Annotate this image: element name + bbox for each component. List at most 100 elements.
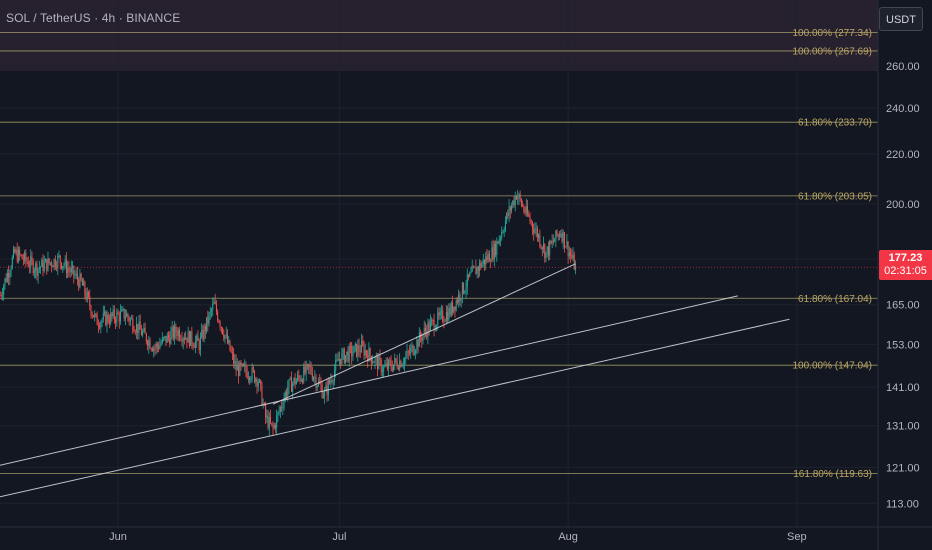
- candle-body: [26, 260, 28, 263]
- candle-body: [343, 349, 345, 363]
- candle-body: [76, 273, 78, 280]
- candle-body: [373, 362, 375, 364]
- candle-body: [486, 256, 488, 261]
- candle-body: [19, 249, 21, 255]
- currency-selector[interactable]: USDT: [879, 7, 923, 31]
- candle-body: [21, 254, 23, 259]
- candle-body: [24, 252, 26, 261]
- candle-body: [499, 237, 501, 240]
- candle-body: [327, 380, 329, 395]
- candle-body: [379, 356, 381, 360]
- candle-body: [397, 367, 399, 370]
- candle-body: [115, 319, 117, 323]
- candle-body: [126, 313, 128, 317]
- candle-body: [135, 323, 137, 332]
- candle-body: [443, 321, 445, 323]
- candle-body: [555, 230, 557, 241]
- candle-body: [51, 262, 53, 267]
- candle-body: [242, 363, 244, 366]
- price-axis-tick-label: 153.00: [886, 339, 920, 351]
- candle-body: [169, 337, 171, 345]
- candle-body: [365, 350, 367, 355]
- candle-body: [506, 213, 508, 222]
- candle-body: [193, 346, 195, 348]
- candle-body: [544, 244, 546, 258]
- candle-body: [167, 334, 169, 338]
- last-price-value: 177.23: [888, 252, 923, 264]
- candle-body: [552, 240, 554, 243]
- candle-body: [357, 345, 359, 357]
- candle-body: [417, 340, 419, 347]
- candle-body: [83, 281, 85, 286]
- candle-body: [46, 259, 48, 271]
- candle-body: [453, 306, 455, 313]
- candle-body: [212, 303, 214, 311]
- candle-body: [501, 232, 503, 238]
- candle-body: [559, 234, 561, 237]
- candle-body: [380, 359, 382, 373]
- candle-body: [96, 314, 98, 325]
- candle-body: [304, 366, 306, 374]
- candle-body: [534, 230, 536, 234]
- candle-body: [313, 377, 315, 380]
- candle-body: [110, 313, 112, 324]
- candle-body: [236, 365, 238, 371]
- candle-body: [6, 272, 8, 282]
- price-axis-tick-label: 121.00: [886, 462, 920, 474]
- candle-body: [251, 367, 253, 379]
- candle-body: [475, 266, 477, 275]
- candle-body: [44, 259, 46, 263]
- candle-body: [428, 322, 430, 331]
- candle-body: [22, 258, 24, 261]
- candle-body: [395, 358, 397, 362]
- premium-zone-band: [0, 0, 878, 71]
- candle-body: [512, 200, 514, 206]
- candle-body: [270, 417, 272, 423]
- candle-body: [143, 327, 145, 332]
- candle-body: [36, 263, 38, 276]
- candle-body: [468, 274, 470, 277]
- candle-body: [404, 358, 406, 365]
- candle-body: [375, 356, 377, 358]
- candle-body: [418, 332, 420, 347]
- candle-body: [174, 326, 176, 338]
- candle-body: [315, 377, 317, 388]
- candle-body: [472, 266, 474, 268]
- candle-body: [104, 311, 106, 314]
- candle-body: [29, 266, 31, 268]
- candle-body: [498, 239, 500, 244]
- price-axis-tick-label: 220.00: [886, 149, 920, 161]
- candle-body: [56, 266, 58, 268]
- candle-body: [545, 251, 547, 258]
- candle-body: [276, 415, 278, 429]
- candle-body: [358, 345, 360, 352]
- candle-body: [89, 296, 91, 307]
- candle-body: [43, 262, 45, 271]
- candle-body: [148, 340, 150, 347]
- candle-body: [133, 330, 135, 332]
- candle-body: [396, 361, 398, 368]
- candle-body: [292, 383, 294, 392]
- candle-body: [5, 278, 7, 282]
- candle-body: [530, 221, 532, 223]
- candle-body: [281, 406, 283, 408]
- candle-body: [57, 255, 59, 268]
- candle-body: [127, 313, 129, 318]
- candle-body: [107, 314, 109, 322]
- candle-body: [424, 328, 426, 332]
- candle-body: [438, 312, 440, 316]
- candle-body: [503, 230, 505, 232]
- candle-body: [191, 331, 193, 345]
- candle-body: [27, 262, 29, 267]
- candle-body: [156, 344, 158, 347]
- candle-body: [378, 356, 380, 370]
- candle-body: [374, 357, 376, 363]
- candle-body: [551, 240, 553, 244]
- candle-body: [14, 249, 16, 253]
- candle-body: [539, 234, 541, 246]
- candle-body: [362, 341, 364, 346]
- candle-body: [298, 374, 300, 378]
- candle-body: [543, 244, 545, 250]
